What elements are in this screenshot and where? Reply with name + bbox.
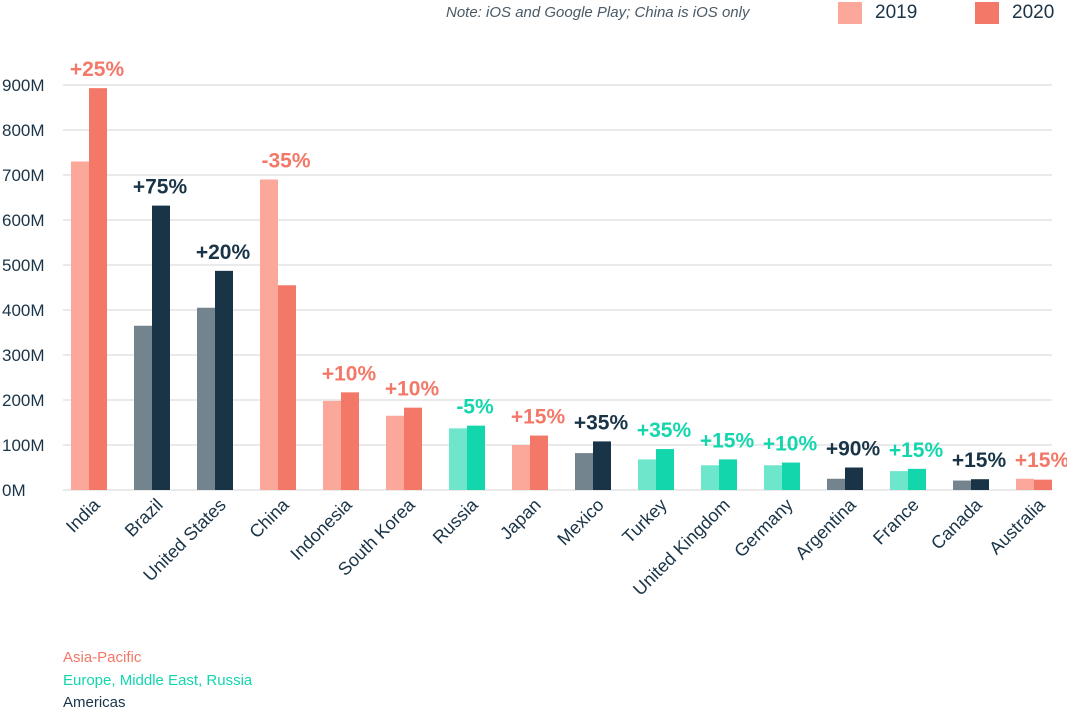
bar-2020: [530, 435, 548, 490]
change-annotation: +90%: [826, 438, 881, 461]
change-annotation: +15%: [1015, 449, 1067, 472]
x-tick-label: Russia: [429, 494, 483, 548]
bar-2020: [593, 441, 611, 490]
y-tick-label: 100M: [2, 436, 45, 455]
x-tick-label: China: [245, 494, 293, 542]
change-annotation: +75%: [133, 176, 188, 199]
bar-2020: [656, 449, 674, 490]
bar-2019: [638, 459, 656, 490]
change-annotation: -5%: [456, 396, 494, 419]
bar-2020: [404, 407, 422, 490]
change-annotation: +35%: [637, 419, 692, 442]
x-tick-label: Australia: [985, 494, 1049, 558]
legend-label-2020: 2020: [1012, 2, 1055, 23]
change-annotation: +15%: [889, 439, 944, 462]
bar-2020: [152, 205, 170, 490]
change-annotation: +10%: [385, 378, 440, 401]
bar-2020: [719, 459, 737, 490]
y-tick-label: 900M: [2, 76, 45, 95]
legend-swatch-2020: [975, 2, 999, 24]
x-tick-label: Mexico: [553, 495, 607, 549]
bar-2019: [323, 400, 341, 490]
bar-2019: [764, 465, 782, 490]
bar-2020: [341, 392, 359, 490]
bar-2020: [89, 88, 107, 491]
x-tick-label: Brazil: [121, 495, 167, 541]
y-tick-label: 600M: [2, 211, 45, 230]
x-tick-label: India: [62, 494, 104, 536]
bar-2019: [575, 453, 593, 490]
bar-2019: [1016, 478, 1034, 490]
bar-2020: [278, 285, 296, 490]
bar-2019: [953, 480, 971, 490]
y-tick-label: 200M: [2, 391, 45, 410]
bar-2019: [71, 161, 89, 490]
bar-2020: [971, 479, 989, 490]
change-annotation: +35%: [574, 411, 629, 434]
legend-item-2020: 2020: [975, 2, 1054, 24]
legend-swatch-2019: [838, 2, 862, 24]
bar-2019: [512, 445, 530, 490]
legend-label-2019: 2019: [875, 2, 918, 23]
change-annotation: +15%: [952, 449, 1007, 472]
change-annotation: +20%: [196, 241, 251, 264]
change-annotation: +15%: [511, 406, 566, 429]
change-annotation: +10%: [322, 362, 377, 385]
bar-2019: [827, 478, 845, 490]
x-tick-label: Argentina: [791, 494, 860, 563]
bar-2020: [782, 462, 800, 490]
bar-2019: [260, 179, 278, 490]
x-tick-label: Japan: [496, 495, 545, 544]
region-label-asia-pacific: Asia-Pacific: [63, 649, 142, 666]
bar-2020: [908, 468, 926, 490]
bar-2019: [890, 471, 908, 490]
legend-item-2019: 2019: [838, 2, 917, 24]
x-tick-label: Canada: [927, 494, 986, 553]
y-tick-label: 800M: [2, 121, 45, 140]
bar-2019: [134, 325, 152, 490]
y-tick-label: 700M: [2, 166, 45, 185]
change-annotation: +10%: [763, 433, 818, 456]
bar-2019: [701, 465, 719, 490]
bar-2020: [845, 467, 863, 490]
bar-2020: [1034, 479, 1052, 490]
x-tick-label: France: [869, 495, 923, 549]
y-tick-label: 0M: [2, 481, 26, 500]
chart-note: Note: iOS and Google Play; China is iOS …: [446, 4, 750, 21]
bar-2020: [215, 270, 233, 490]
x-tick-label: Turkey: [618, 495, 671, 548]
y-tick-label: 300M: [2, 346, 45, 365]
change-annotation: +25%: [70, 58, 125, 81]
change-annotation: +15%: [700, 429, 755, 452]
bar-2019: [449, 428, 467, 490]
bar-2020: [467, 425, 485, 490]
y-tick-label: 400M: [2, 301, 45, 320]
bar-2019: [197, 307, 215, 490]
bar-2019: [386, 415, 404, 490]
region-label-americas: Americas: [63, 694, 126, 711]
x-tick-label: Germany: [730, 495, 796, 561]
y-tick-label: 500M: [2, 256, 45, 275]
region-label-emea: Europe, Middle East, Russia: [63, 672, 253, 689]
change-annotation: -35%: [261, 150, 310, 173]
